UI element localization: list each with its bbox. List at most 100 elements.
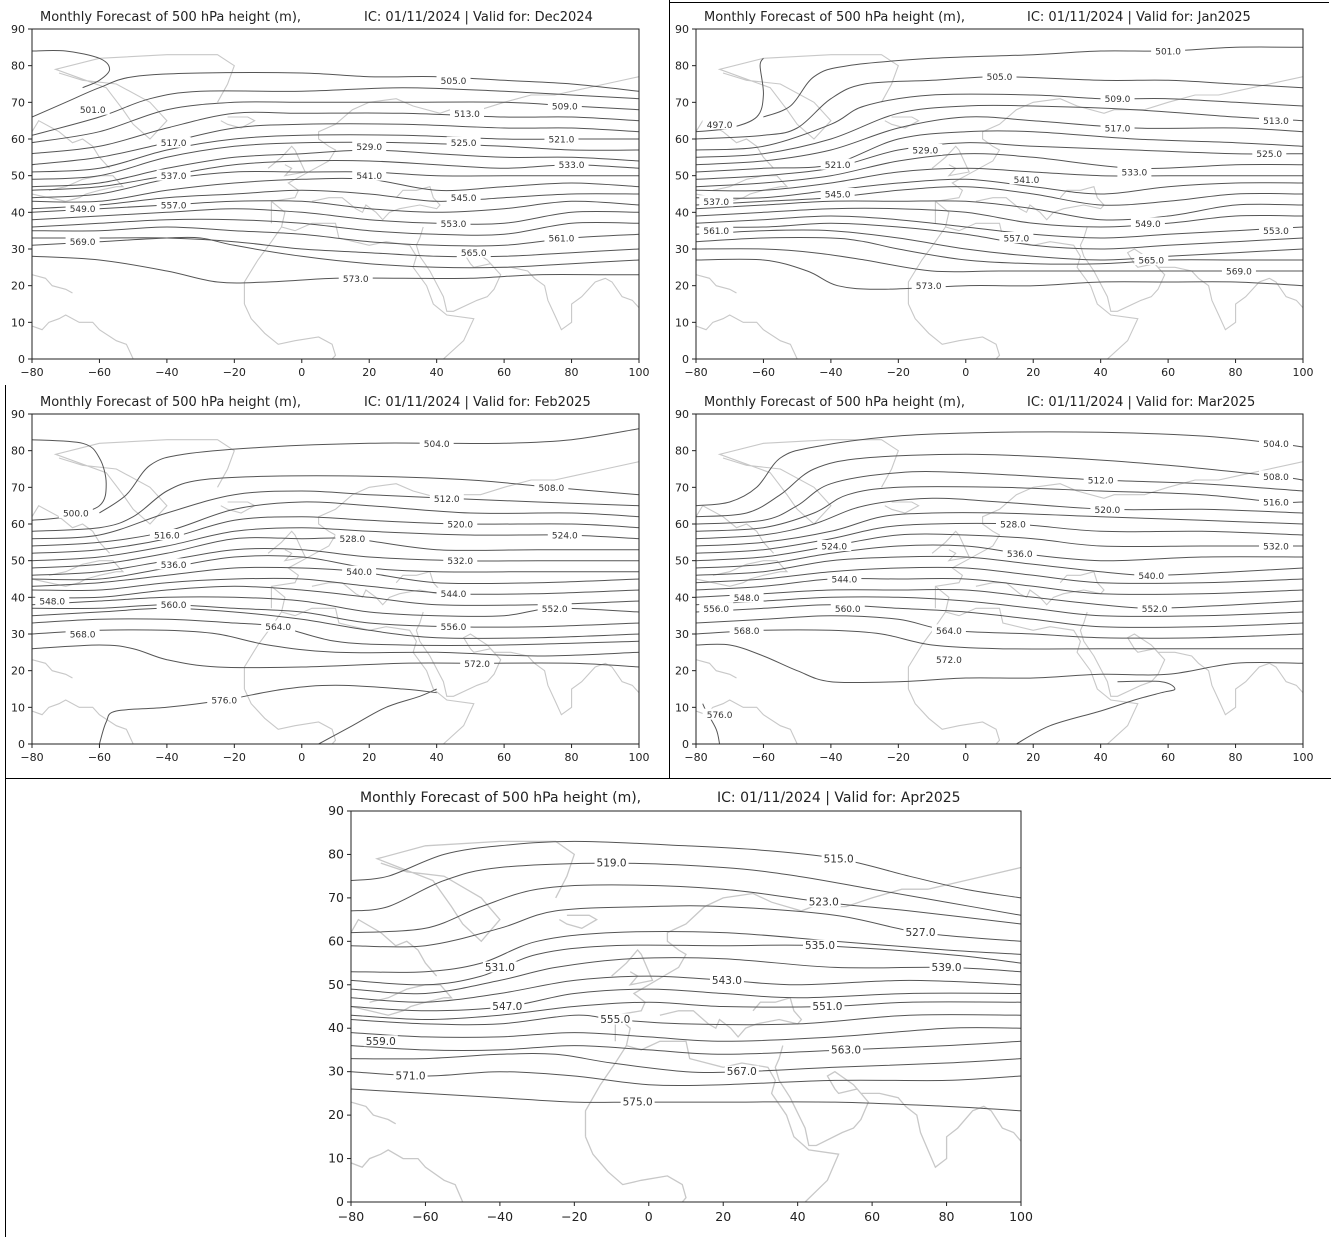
contour-line [351, 1088, 1021, 1112]
x-tick-label: 40 [1094, 366, 1108, 379]
x-tick-label: 40 [790, 1209, 806, 1224]
contour-line [32, 490, 639, 540]
contour-line [32, 255, 639, 284]
x-tick-label: −80 [20, 366, 43, 379]
plot-frame [350, 810, 1022, 1203]
chart-title-right: IC: 01/11/2024 | Valid for: Feb2025 [364, 395, 591, 410]
y-tick-label: 40 [328, 1020, 344, 1035]
contour-lines [32, 49, 639, 284]
contour-line [99, 428, 639, 514]
coastline-path [907, 607, 1139, 744]
contour-line [32, 555, 639, 581]
coastline-path [271, 200, 286, 228]
contour-label: 505.0 [987, 73, 1013, 83]
coastline-path [271, 585, 286, 613]
y-tick-label: 70 [11, 96, 25, 109]
x-tick-label: 60 [497, 751, 511, 764]
y-tick-label: 50 [328, 977, 344, 992]
coastline-path [559, 914, 598, 930]
contour-label-bg [547, 100, 582, 111]
contour-line [696, 453, 1303, 518]
divider-horizontal [5, 778, 1331, 779]
contour-lines [696, 46, 1303, 290]
chart-panel-dec2024: 501.0 505.0 509.0 513.0 517.0 521.0 525.0 529.0… [0, 0, 665, 385]
x-tick-label: −60 [752, 366, 775, 379]
contour-line [32, 618, 639, 646]
plot-frame [695, 413, 1304, 745]
contour-label: 572.0 [936, 656, 962, 666]
contour-label-bg [1259, 114, 1294, 126]
chart-panel-feb2025: 500.0 504.0 508.0 512.0 516.0 520.0 524.0 528.0… [0, 385, 665, 778]
contour-label: 501.0 [1155, 48, 1181, 58]
contour-label-bg [806, 896, 841, 908]
contour-label-bg [338, 272, 373, 284]
contour-label: 504.0 [424, 440, 450, 450]
contour-label-bg [598, 1013, 633, 1025]
contour-line [763, 46, 1303, 118]
y-tick-label: 80 [11, 445, 25, 458]
x-tick-label: −20 [223, 366, 246, 379]
contour-label: 501.0 [80, 106, 106, 116]
contour-label: 528.0 [1000, 521, 1026, 531]
contour-label-bg [544, 133, 579, 144]
contour-label-bg [156, 199, 191, 210]
x-tick-label: 0 [298, 366, 305, 379]
contour-label: 521.0 [549, 136, 575, 146]
coastline-path [375, 840, 576, 943]
x-tick-label: 80 [565, 366, 579, 379]
frame-left [5, 385, 6, 1237]
coastline-path [270, 461, 639, 609]
contour-label-bg [594, 857, 629, 869]
contour-label: 532.0 [1263, 543, 1289, 553]
contour-label-bg [534, 481, 569, 493]
contour-line [32, 585, 639, 606]
contour-label: 513.0 [454, 110, 480, 120]
contour-line [318, 688, 437, 744]
coastline-path [220, 116, 256, 129]
coastline-path [243, 303, 337, 359]
contour-label: 567.0 [727, 1066, 757, 1078]
contour-label: 563.0 [831, 1044, 861, 1056]
contour-line [696, 93, 1303, 151]
contour-line [696, 248, 1303, 273]
contour-line [32, 200, 639, 213]
y-axis: 0 10 20 30 40 50 60 70 80 90 [11, 408, 32, 751]
contour-label-bg [620, 1096, 655, 1108]
contour-label: 513.0 [1263, 117, 1289, 127]
y-tick-label: 50 [675, 170, 689, 183]
contour-label: 508.0 [1263, 473, 1289, 483]
contour-label: 553.0 [1263, 227, 1289, 237]
contour-label-bg [436, 74, 471, 86]
contour-label-bg [830, 602, 865, 614]
y-tick-label: 40 [11, 206, 25, 219]
contour-line [32, 87, 639, 136]
y-tick-label: 10 [328, 1151, 344, 1166]
y-axis: 0 10 20 30 40 50 60 70 80 90 [675, 408, 696, 751]
contour-label-bg [1117, 166, 1152, 177]
contour-label-bg [1009, 173, 1044, 185]
contour-line [98, 684, 437, 744]
contour-label-bg [699, 224, 734, 236]
contour-line [696, 207, 1303, 228]
contour-line [351, 1040, 1021, 1055]
x-tick-label: −20 [561, 1209, 587, 1224]
contour-label: 541.0 [356, 172, 382, 182]
y-tick-label: 0 [18, 738, 25, 751]
contour-label-bg [1090, 503, 1125, 515]
contour-line [32, 123, 639, 166]
contour-line [696, 577, 1303, 595]
contour-line [351, 944, 1021, 986]
contour-label-bg [1083, 474, 1118, 485]
chart-title-left: Monthly Forecast of 500 hPa height (m), [704, 395, 965, 410]
x-tick-label: 0 [645, 1209, 653, 1224]
contour-label-bg [261, 620, 296, 632]
contour-label: 556.0 [441, 623, 467, 633]
contour-label-bg [817, 540, 852, 551]
contour-line [32, 604, 639, 628]
contour-label-bg [911, 279, 946, 291]
contour-line [696, 629, 1303, 650]
contour-label: 537.0 [703, 198, 729, 208]
x-axis: −80 −60 −40 −20 0 20 40 60 80 100 [684, 359, 1314, 379]
coastline-path [696, 643, 697, 653]
contour-label: 520.0 [447, 521, 473, 531]
